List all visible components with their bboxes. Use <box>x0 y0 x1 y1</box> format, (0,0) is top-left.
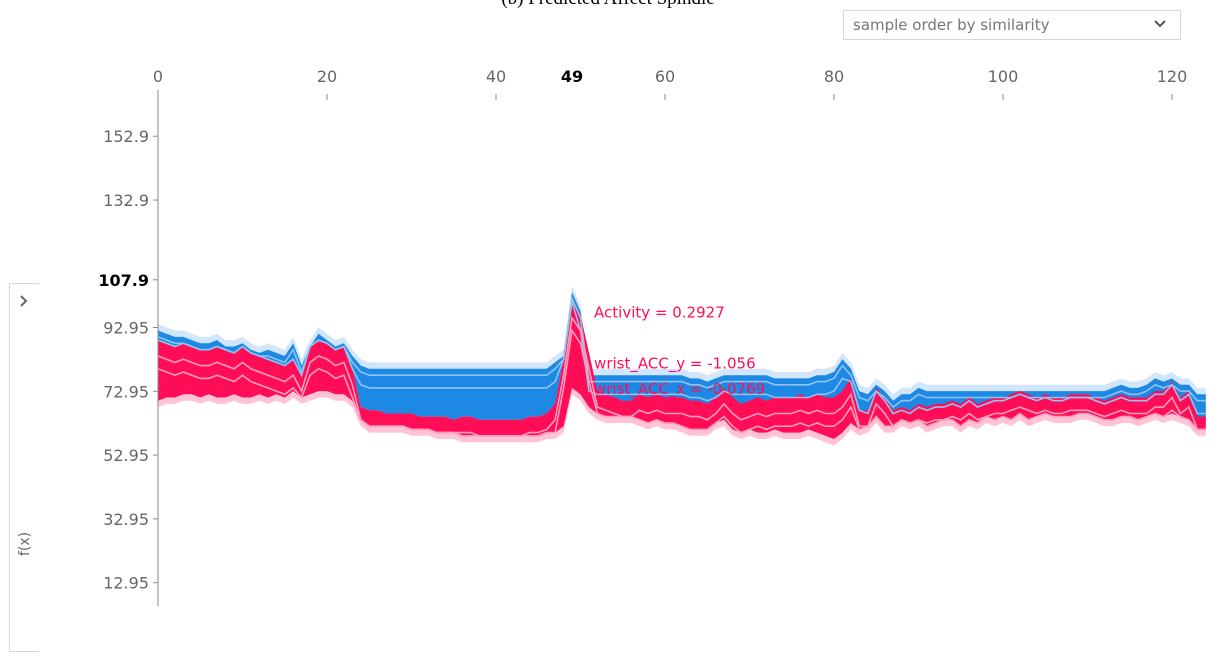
y-tick-label: 72.95 <box>103 382 149 401</box>
negative-feature-boundary-2 <box>157 301 1206 415</box>
y-tick-label: 152.9 <box>103 127 149 146</box>
x-tick-label: 120 <box>1157 67 1188 86</box>
force-plot-chart[interactable]: 152.9 132.9 107.9 92.95 72.95 52.95 32.95 12.95… <box>0 0 1216 606</box>
x-tick-label: 60 <box>655 67 675 86</box>
positive-effect-area <box>158 301 1206 439</box>
feature-label: wrist_ACC_x = -0.0769 <box>594 380 765 399</box>
sample-order-value: sample order by similarity <box>853 16 1050 34</box>
positive-feature-boundary-1 <box>157 315 1206 437</box>
y-tick-label: 32.95 <box>103 510 149 529</box>
x-tick-label: 20 <box>317 67 337 86</box>
x-tick-label: 0 <box>153 67 163 86</box>
labels-layer: Activity = 0.2927 wrist_ACC_y = -1.056 wri… <box>594 303 765 399</box>
x-tick-label: 100 <box>988 67 1019 86</box>
axes-layer: 152.9 132.9 107.9 92.95 72.95 52.95 32.95 12.95… <box>98 67 1187 606</box>
x-tick-label: 40 <box>486 67 506 86</box>
y-tick-label-highlight: 107.9 <box>98 271 149 290</box>
chevron-right-icon[interactable] <box>17 294 31 308</box>
areas-layer <box>157 285 1206 446</box>
sample-order-select[interactable]: sample order by similarity <box>843 10 1181 40</box>
y-tick-label: 52.95 <box>103 446 149 465</box>
feature-label: wrist_ACC_y = -1.056 <box>594 354 756 373</box>
x-tick-label: 80 <box>824 67 844 86</box>
chevron-down-icon <box>1154 20 1166 28</box>
figure-caption: (b) Predicted Affect Spindle <box>0 0 1216 10</box>
positive-feature-boundary-2 <box>157 328 1206 437</box>
explanation-side-panel: f(x) <box>9 283 39 652</box>
y-tick-label: 132.9 <box>103 191 149 210</box>
x-highlight-label: 49 <box>561 67 583 86</box>
feature-label: Activity = 0.2927 <box>594 303 725 321</box>
y-tick-label: 12.95 <box>103 574 149 593</box>
y-tick-label: 92.95 <box>103 318 149 337</box>
